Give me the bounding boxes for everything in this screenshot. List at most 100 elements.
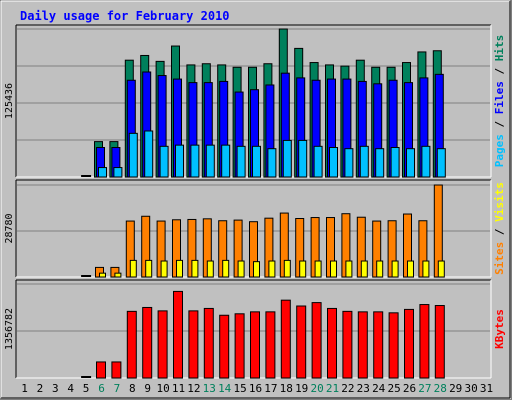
bar-pages-day-18 bbox=[282, 139, 292, 178]
bar-kbytes-day-16 bbox=[250, 311, 260, 379]
legend-separator: / bbox=[493, 114, 506, 134]
bar-visits-day-13 bbox=[206, 260, 214, 278]
bar-kbytes-day-21 bbox=[327, 307, 337, 379]
x-tick-label: 12 bbox=[187, 382, 200, 395]
bar-kbytes-day-14 bbox=[219, 314, 230, 379]
x-axis: 1 2 3 4 5 6 7 8 9 10 11 12 13 14 15 16 17 18 19 20 21 22 23 24 2… bbox=[21, 382, 493, 395]
bar-pages-day-24 bbox=[375, 148, 385, 178]
bar-kbytes-day-18 bbox=[280, 299, 291, 379]
bar-visits-day-22 bbox=[345, 260, 353, 278]
legend-top: Pages / Files / Hits bbox=[493, 35, 506, 168]
bar-visits-day-15 bbox=[237, 260, 245, 278]
bar-pages-day-23 bbox=[359, 145, 369, 178]
bar-kbytes-day-27 bbox=[419, 304, 430, 379]
bar-kbytes-day-8 bbox=[126, 310, 137, 379]
bar-visits-day-8 bbox=[129, 259, 137, 278]
x-tick-label: 7 bbox=[114, 382, 121, 395]
x-tick-label: 25 bbox=[387, 382, 400, 395]
x-tick-label: 18 bbox=[280, 382, 293, 395]
legend-entry-visits: Visits bbox=[493, 182, 506, 222]
bar-visits-day-28 bbox=[437, 260, 445, 278]
x-tick-label: 6 bbox=[98, 382, 105, 395]
x-tick-label: 29 bbox=[449, 382, 462, 395]
bar-kbytes-day-17 bbox=[265, 311, 276, 379]
y-max-label: 28780 bbox=[4, 213, 15, 243]
bar-pages-day-11 bbox=[175, 144, 184, 178]
bar-visits-day-16 bbox=[253, 261, 260, 278]
legend-entry-hits: Hits bbox=[493, 35, 506, 62]
bar-kbytes-day-6 bbox=[96, 361, 106, 379]
bar-kbytes-day-15 bbox=[234, 313, 245, 379]
x-tick-label: 8 bbox=[129, 382, 136, 395]
legend-middle: Sites / Visits bbox=[493, 182, 506, 275]
bar-visits-day-6 bbox=[99, 272, 106, 278]
panel-middle: 28780 Sites / Visits bbox=[4, 179, 506, 278]
bar-kbytes-day-9 bbox=[142, 306, 153, 379]
x-tick-label: 15 bbox=[233, 382, 246, 395]
x-tick-label: 10 bbox=[156, 382, 169, 395]
bar-kbytes-day-11 bbox=[173, 290, 183, 379]
x-tick-label: 11 bbox=[172, 382, 185, 395]
bar-visits-day-25 bbox=[391, 260, 399, 278]
x-tick-label: 21 bbox=[326, 382, 339, 395]
bar-pages-day-28 bbox=[436, 148, 446, 178]
bar-kbytes-day-7 bbox=[111, 361, 122, 379]
y-max-label: 125436 bbox=[4, 83, 15, 119]
legend-entry-sites: Sites bbox=[493, 242, 506, 275]
bar-visits-day-20 bbox=[314, 260, 322, 278]
x-tick-label: 27 bbox=[418, 382, 431, 395]
x-tick-label: 30 bbox=[464, 382, 477, 395]
x-tick-label: 5 bbox=[83, 382, 90, 395]
bar-visits-day-24 bbox=[376, 260, 384, 278]
bar-kbytes-day-24 bbox=[373, 311, 384, 379]
bar-kbytes-day-22 bbox=[342, 310, 353, 379]
bar-kbytes-day-25 bbox=[388, 312, 399, 379]
bar-visits-day-18 bbox=[283, 259, 291, 278]
bar-pages-day-10 bbox=[159, 145, 169, 178]
bar-visits-day-11 bbox=[176, 259, 183, 278]
x-tick-label: 31 bbox=[480, 382, 493, 395]
x-tick-label: 26 bbox=[403, 382, 416, 395]
bar-visits-day-27 bbox=[422, 260, 430, 278]
x-tick-label: 14 bbox=[218, 382, 232, 395]
bar-kbytes-day-26 bbox=[404, 308, 414, 379]
bar-pages-day-12 bbox=[190, 144, 200, 178]
legend-bottom: KBytes bbox=[493, 309, 506, 349]
bar-pages-day-14 bbox=[221, 144, 231, 178]
x-tick-label: 4 bbox=[67, 382, 74, 395]
legend-entry-kbytes: KBytes bbox=[493, 309, 506, 349]
bar-pages-day-27 bbox=[421, 145, 431, 178]
legend-entry-pages: Pages bbox=[493, 134, 506, 167]
legend-separator: / bbox=[493, 222, 506, 242]
bar-pages-day-25 bbox=[390, 147, 400, 178]
bar-pages-day-22 bbox=[344, 148, 354, 178]
bar-visits-day-19 bbox=[299, 260, 307, 278]
x-tick-label: 2 bbox=[37, 382, 44, 395]
bar-kbytes-day-20 bbox=[311, 302, 322, 379]
bar-kbytes-day-13 bbox=[203, 307, 214, 379]
x-tick-label: 19 bbox=[295, 382, 308, 395]
bar-pages-day-9 bbox=[144, 130, 154, 178]
panel-bottom: 1356782 KBytes bbox=[4, 279, 506, 379]
bar-visits-day-14 bbox=[222, 259, 230, 278]
x-tick-label: 28 bbox=[434, 382, 447, 395]
x-tick-label: 13 bbox=[203, 382, 216, 395]
x-tick-label: 17 bbox=[264, 382, 277, 395]
bar-pages-day-17 bbox=[267, 148, 277, 178]
bar-kbytes-day-10 bbox=[157, 310, 168, 379]
bar-visits-day-21 bbox=[330, 260, 337, 278]
bar-visits-day-12 bbox=[191, 259, 199, 278]
bar-visits-day-23 bbox=[360, 260, 368, 278]
bar-pages-day-13 bbox=[205, 144, 215, 178]
bar-kbytes-day-19 bbox=[296, 305, 307, 379]
bar-visits-day-26 bbox=[407, 260, 414, 278]
bar-kbytes-day-28 bbox=[434, 305, 445, 379]
bar-pages-day-6 bbox=[98, 167, 107, 178]
x-tick-label: 22 bbox=[341, 382, 354, 395]
bar-pages-day-15 bbox=[236, 145, 246, 178]
x-tick-label: 24 bbox=[372, 382, 386, 395]
x-tick-label: 1 bbox=[21, 382, 28, 395]
bar-pages-day-8 bbox=[128, 132, 138, 178]
